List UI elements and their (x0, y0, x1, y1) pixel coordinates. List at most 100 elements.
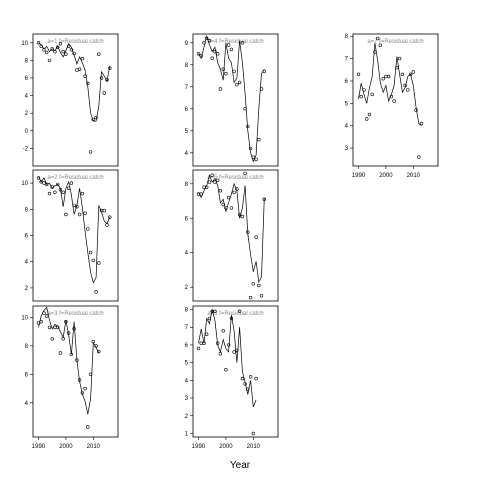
data-point (61, 49, 65, 54)
data-point (72, 203, 76, 208)
data-point (108, 215, 112, 219)
data-point (248, 295, 253, 300)
data-point (202, 41, 206, 45)
data-point (83, 74, 87, 78)
data-point (102, 91, 107, 95)
panel-frame (192, 33, 279, 167)
data-point (254, 376, 258, 381)
data-point (91, 117, 96, 122)
data-point (64, 52, 68, 56)
series-line (198, 34, 265, 163)
data-point (221, 67, 225, 71)
data-point (213, 49, 217, 54)
data-point (47, 191, 52, 196)
data-point (77, 378, 82, 382)
data-point (39, 320, 43, 324)
x-tick-label: 2000 (379, 173, 393, 179)
data-point (389, 94, 394, 99)
y-tick-label: 1 (185, 431, 189, 437)
panel-strip-label: a=5 f=Residual catch (207, 175, 263, 181)
panel-strip-label: a=6 f=Residual catch (207, 311, 263, 317)
data-point (69, 48, 74, 52)
y-tick-label: 6 (25, 234, 29, 240)
y-tick-label: -2 (23, 146, 29, 152)
panel-6: a=3 f=Residual catch 4 6 8 10 1990 2000 2010 (21, 305, 119, 450)
data-point (42, 48, 46, 52)
data-point (370, 92, 374, 97)
panel-strip-label: a=3 f=Residual catch (47, 311, 103, 317)
y-tick-label: 9 (185, 41, 189, 47)
y-tick-label: 6 (25, 76, 29, 82)
data-point (61, 190, 65, 195)
data-point (419, 121, 424, 126)
y-tick-label: 6 (185, 216, 189, 222)
data-point (251, 282, 256, 286)
data-point (97, 52, 101, 56)
data-point (365, 117, 369, 121)
data-point (64, 320, 68, 324)
data-point (207, 38, 212, 43)
data-point (262, 69, 266, 74)
data-point (77, 212, 82, 217)
x-tick-label: 1990 (192, 444, 206, 450)
y-tick-label: 10 (21, 181, 28, 187)
data-point (102, 208, 107, 213)
data-point (88, 150, 93, 154)
data-point (50, 185, 54, 189)
data-point (213, 180, 217, 184)
data-point (91, 258, 96, 263)
y-tick-label: 6 (185, 107, 189, 113)
data-point (218, 189, 223, 193)
data-point (196, 346, 201, 351)
data-point (42, 181, 46, 185)
y-tick-label: 3 (185, 396, 189, 402)
data-point (235, 82, 239, 87)
data-point (66, 44, 71, 48)
data-point (207, 180, 212, 184)
data-point (75, 205, 79, 209)
data-point (251, 155, 256, 159)
data-point (80, 191, 85, 196)
data-point (202, 185, 206, 189)
data-point (218, 87, 223, 91)
series-line (38, 306, 100, 415)
data-point (392, 99, 396, 103)
data-point (248, 146, 253, 151)
y-tick-label: 2 (25, 111, 29, 117)
data-point (243, 382, 247, 386)
data-point (97, 349, 101, 354)
panel-1: a=1 f=Residual catch -2 0 2 4 6 8 10 (21, 33, 119, 167)
data-point (240, 41, 245, 45)
data-point (246, 124, 250, 129)
data-point (50, 337, 54, 341)
data-point (359, 94, 363, 99)
data-point (66, 331, 71, 335)
data-point (97, 261, 101, 265)
data-point (356, 72, 361, 77)
data-point (218, 352, 223, 356)
data-point (77, 67, 82, 71)
data-point (91, 339, 96, 344)
data-point (72, 327, 76, 331)
data-point (411, 70, 415, 74)
data-point (86, 227, 90, 231)
data-point (224, 71, 228, 76)
data-point (36, 321, 41, 325)
x-tick-label: 1990 (32, 444, 46, 450)
data-point (210, 56, 214, 60)
data-point (44, 50, 49, 55)
y-tick-label: 8 (25, 207, 29, 213)
data-point (251, 431, 256, 436)
data-point (243, 107, 247, 111)
data-point (210, 173, 214, 177)
series-line (358, 42, 422, 126)
data-point (216, 341, 220, 345)
y-tick-label: 3 (345, 146, 349, 152)
y-tick-label: 8 (25, 344, 29, 350)
data-point (229, 47, 234, 52)
data-point (47, 325, 52, 330)
data-point (105, 223, 109, 227)
y-tick-label: 10 (21, 315, 28, 321)
data-point (199, 54, 203, 58)
series-line (38, 176, 111, 284)
